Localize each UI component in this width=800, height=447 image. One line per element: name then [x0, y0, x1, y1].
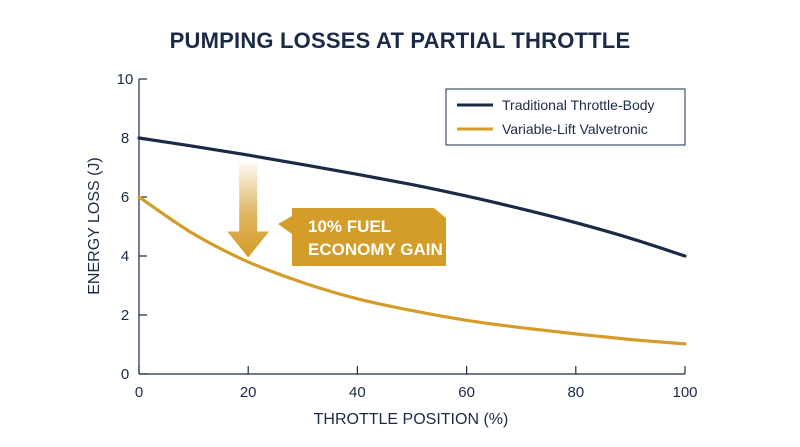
x-axis-title: THROTTLE POSITION (%) — [314, 411, 509, 428]
down-arrow-icon — [227, 162, 270, 258]
x-tick-label: 60 — [458, 384, 475, 401]
legend-box — [445, 88, 686, 146]
callout-text-line: ECONOMY GAIN — [308, 240, 443, 259]
annotation-layer: 10% FUEL ECONOMY GAIN — [227, 162, 446, 266]
callout-text-line: 10% FUEL — [308, 217, 391, 236]
series-line-valvetronic — [137, 195, 687, 346]
x-tick-label: 40 — [349, 384, 366, 401]
callout-box — [278, 208, 446, 266]
y-tick-label: 6 — [121, 189, 129, 206]
y-tick-label: 4 — [121, 248, 129, 265]
legend: Traditional Throttle-Body Variable-Lift … — [445, 88, 686, 146]
legend-label-valvetronic: Variable-Lift Valvetronic — [502, 121, 648, 137]
y-tick-label: 10 — [117, 71, 134, 88]
x-tick-label: 100 — [672, 384, 697, 401]
y-axis-title: ENERGY LOSS (J) — [86, 157, 103, 295]
legend-label-traditional: Traditional Throttle-Body — [502, 97, 655, 113]
x-tick-label: 20 — [240, 384, 257, 401]
series-line-traditional — [137, 136, 687, 258]
y-tick-label: 2 — [121, 307, 129, 324]
x-tick-label: 80 — [567, 384, 584, 401]
series-layer — [137, 136, 687, 346]
chart-title: PUMPING LOSSES AT PARTIAL THROTTLE — [170, 28, 631, 53]
y-tick-label: 8 — [121, 130, 129, 147]
x-tick-label: 0 — [135, 384, 143, 401]
y-tick-label: 0 — [121, 366, 129, 383]
